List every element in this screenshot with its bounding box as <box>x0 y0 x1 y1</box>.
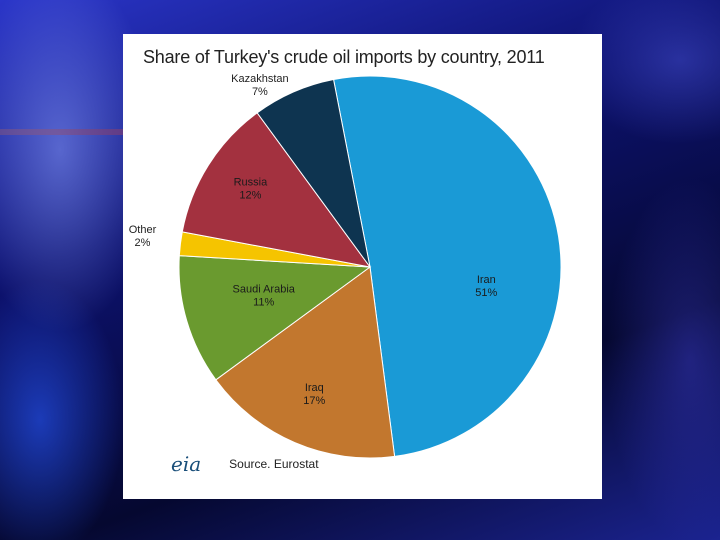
source-row: eia Source. Eurostat <box>171 452 319 476</box>
slice-label-russia: Russia 12% <box>234 177 269 202</box>
slice-label-kazakhstan: Kazakhstan 7% <box>231 73 288 98</box>
pie-slice-iran <box>332 75 562 457</box>
slice-label-other: Other 2% <box>129 224 157 249</box>
slice-label-saudi-arabia: Saudi Arabia 11% <box>233 283 296 308</box>
source-note: Source. Eurostat <box>229 457 319 471</box>
slice-label-iraq: Iraq 17% <box>303 382 325 407</box>
pie-slice-saudi-arabia <box>178 255 372 381</box>
slice-label-iran: Iran 51% <box>475 274 497 299</box>
eia-logo: eia <box>171 452 202 476</box>
slide-accent-line <box>0 129 130 135</box>
chart-panel: Share of Turkey's crude oil imports by c… <box>123 34 602 499</box>
pie-slice-russia <box>181 112 372 268</box>
pie-chart: Iran 51% Iraq 17% Saudi Arabia 11% Other 2% Russ… <box>129 73 562 459</box>
chart-title: Share of Turkey's crude oil imports by c… <box>143 47 545 67</box>
pie-slice-kazakhstan <box>256 78 371 268</box>
pie-slice-iraq <box>215 266 396 459</box>
